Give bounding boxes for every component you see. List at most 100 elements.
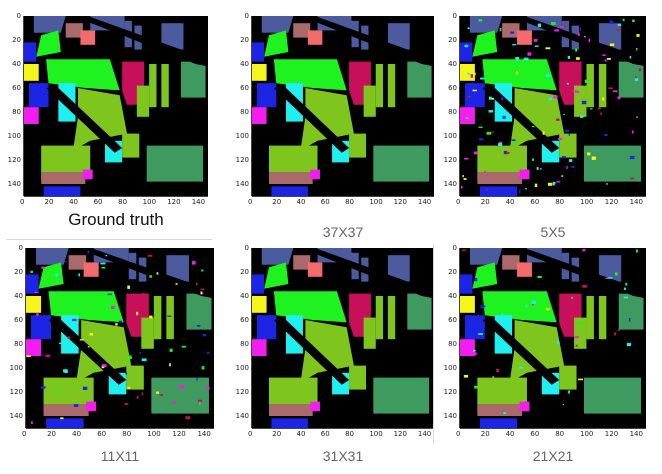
map-noise	[82, 386, 88, 390]
map-region-blue	[479, 418, 518, 428]
map-region-light-green	[166, 296, 174, 340]
y-tick-label: 80	[12, 108, 21, 116]
panel-caption: 21X21	[532, 448, 574, 464]
map-noise	[94, 369, 98, 372]
map-noise	[511, 139, 516, 141]
map-noise	[471, 352, 477, 356]
map-region-bright-green	[482, 291, 557, 323]
x-tick-label: 60	[530, 430, 540, 438]
map-region-sea-green	[186, 293, 212, 330]
map-noise	[206, 351, 210, 354]
map-noise	[200, 291, 203, 295]
map-region-gray-blue	[33, 16, 66, 33]
map-noise	[575, 344, 578, 347]
map-noise	[87, 346, 90, 348]
y-tick-label: 140	[7, 180, 21, 188]
x-tick-label: 120	[604, 198, 619, 206]
map-noise	[179, 384, 185, 389]
map-noise	[501, 313, 504, 316]
y-tick-label: 100	[443, 364, 457, 372]
x-tick-label: 40	[505, 198, 515, 206]
map-noise	[559, 26, 564, 28]
map-noise	[500, 97, 504, 101]
map-region-light-green	[141, 317, 154, 349]
map-noise	[462, 249, 466, 252]
map-noise	[625, 282, 628, 286]
x-tick-label: 140	[417, 198, 432, 206]
map-region-sea-green	[618, 61, 644, 98]
map-noise	[195, 282, 198, 286]
map-noise	[602, 97, 605, 101]
map-region-bright-green	[46, 59, 120, 91]
map-noise	[636, 34, 640, 37]
map-noise	[574, 90, 580, 93]
y-tick-label: 120	[443, 156, 457, 164]
x-axis-line	[460, 428, 646, 429]
map-region-blue	[460, 274, 473, 294]
map-region-salmon	[307, 30, 323, 45]
panel-11x11: 11X11 0 20 40 60 80 100 120 140 0 20 40 60 80 100 120 1…	[6, 244, 218, 472]
map-region-light-green	[375, 64, 384, 108]
map-noise	[623, 287, 626, 290]
y-tick-label: 100	[235, 132, 249, 140]
x-tick-label: 20	[47, 430, 56, 438]
x-axis-line	[252, 428, 434, 429]
map-noise	[94, 302, 99, 307]
map-noise	[578, 32, 580, 37]
map-region-light-green	[586, 296, 594, 340]
x-tick-label: 40	[69, 198, 78, 206]
map-region-light-green	[387, 296, 396, 340]
map-noise	[551, 22, 556, 25]
map-noise	[561, 175, 564, 178]
y-tick-label: 60	[12, 84, 21, 92]
map-noise	[617, 96, 621, 100]
map-region-blue	[252, 42, 265, 62]
map-region-bright-green	[273, 59, 347, 91]
map-noise	[197, 399, 203, 402]
map-noise	[616, 28, 620, 31]
map-noise	[582, 284, 587, 288]
panel-ground-truth: Ground truth 0 20 40 60 80 100 120 140 0 20 40 60 80…	[6, 10, 212, 238]
map-noise	[169, 363, 171, 367]
x-tick-label: 80	[122, 430, 132, 438]
map-noise	[503, 412, 507, 414]
map-noise	[205, 387, 210, 390]
map-region-bright-green	[472, 30, 498, 57]
map-noise	[175, 283, 178, 285]
y-tick-label: 80	[240, 340, 249, 348]
map-region-dusty-rose	[502, 23, 520, 38]
map-road	[300, 248, 434, 299]
map-noise	[628, 317, 631, 322]
y-axis-line	[459, 248, 460, 428]
map-noise	[532, 158, 534, 161]
map-noise	[196, 325, 201, 327]
x-axis-line	[252, 196, 434, 197]
map-region-magenta	[310, 169, 320, 180]
classification-map	[460, 248, 646, 428]
map-region-blue	[26, 274, 39, 294]
y-tick-label: 140	[235, 180, 249, 188]
map-region-light-green	[122, 133, 140, 158]
map-region-light-green	[300, 88, 354, 151]
y-tick-label: 0	[452, 244, 457, 252]
map-noise	[191, 261, 196, 265]
map-noise	[110, 305, 115, 309]
y-tick-label: 20	[12, 36, 21, 44]
map-region-bright-green	[482, 59, 557, 91]
map-region-magenta	[460, 339, 475, 356]
map-region-gray-blue	[261, 16, 294, 33]
map-region-light-green	[73, 88, 128, 151]
map-road	[300, 16, 434, 67]
x-tick-label: 140	[191, 198, 206, 206]
map-noise	[556, 181, 561, 183]
map-noise	[553, 95, 558, 99]
map-noise	[139, 352, 141, 354]
y-tick-label: 0	[452, 12, 457, 20]
map-region-light-green	[363, 317, 376, 349]
map-region-light-green	[363, 85, 376, 117]
map-noise	[563, 113, 565, 116]
y-tick-label: 0	[18, 244, 23, 252]
map-noise	[537, 275, 542, 279]
y-tick-label: 120	[9, 388, 23, 396]
x-axis-line	[24, 196, 208, 197]
